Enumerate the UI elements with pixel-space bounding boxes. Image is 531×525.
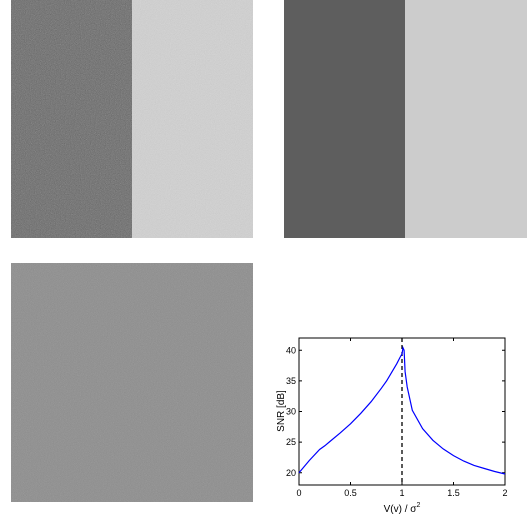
y-tick-label: 40 [286, 345, 296, 355]
x-tick-label: 2 [502, 488, 507, 498]
x-tick-label: 1 [399, 488, 404, 498]
y-tick-label: 35 [286, 376, 296, 386]
snr-plot: 0 0.5 1 1.5 2 20 25 30 35 40 SNR [dB] V(v) / σ2 [256, 325, 526, 520]
y-tick-label: 30 [286, 407, 296, 417]
noisy-two-region-image [11, 0, 253, 238]
snr-curve [298, 345, 506, 475]
x-tick-label: 1.5 [447, 488, 460, 498]
x-tick-label: 0 [296, 488, 301, 498]
y-axis-label: SNR [dB] [276, 390, 287, 432]
right-region [405, 0, 527, 238]
x-axis-label-superscript: 2 [416, 502, 420, 509]
noise-only-image [11, 263, 253, 502]
left-region [11, 0, 132, 238]
x-axis-label: V(v) / σ2 [384, 502, 421, 515]
left-region [284, 0, 405, 238]
denoised-two-region-image [284, 0, 527, 238]
right-region [132, 0, 253, 238]
y-tick-label: 25 [286, 437, 296, 447]
y-tick-label: 20 [286, 468, 296, 478]
x-tick-label: 0.5 [344, 488, 357, 498]
